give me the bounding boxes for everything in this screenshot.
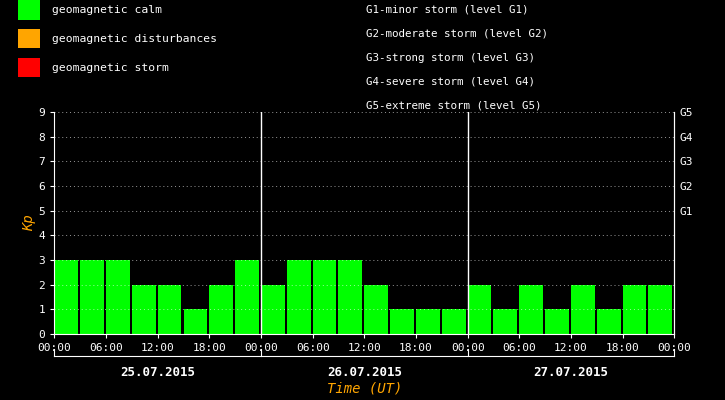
Text: G2-moderate storm (level G2): G2-moderate storm (level G2) <box>366 29 548 39</box>
Bar <box>494 309 517 334</box>
Bar <box>416 309 440 334</box>
Bar <box>312 260 336 334</box>
Text: geomagnetic storm: geomagnetic storm <box>52 63 169 73</box>
Bar <box>210 285 233 334</box>
Y-axis label: Kp: Kp <box>22 215 36 231</box>
Bar <box>519 285 543 334</box>
Text: G1-minor storm (level G1): G1-minor storm (level G1) <box>366 5 529 15</box>
Text: Time (UT): Time (UT) <box>327 381 402 395</box>
Text: G4-severe storm (level G4): G4-severe storm (level G4) <box>366 77 535 87</box>
Bar <box>157 285 181 334</box>
Bar <box>80 260 104 334</box>
Text: geomagnetic calm: geomagnetic calm <box>52 5 162 15</box>
Bar <box>571 285 594 334</box>
Bar <box>545 309 569 334</box>
Text: G3-strong storm (level G3): G3-strong storm (level G3) <box>366 53 535 63</box>
Bar <box>261 285 285 334</box>
Bar <box>183 309 207 334</box>
Bar <box>442 309 465 334</box>
Bar <box>648 285 672 334</box>
Text: 25.07.2015: 25.07.2015 <box>120 366 195 379</box>
Bar <box>54 260 78 334</box>
Bar <box>287 260 310 334</box>
Text: G5-extreme storm (level G5): G5-extreme storm (level G5) <box>366 101 542 111</box>
Bar <box>339 260 362 334</box>
Text: 26.07.2015: 26.07.2015 <box>327 366 402 379</box>
Bar <box>597 309 621 334</box>
Bar <box>623 285 647 334</box>
Bar <box>132 285 156 334</box>
Text: 27.07.2015: 27.07.2015 <box>534 366 608 379</box>
Bar <box>106 260 130 334</box>
Bar <box>390 309 414 334</box>
Bar <box>235 260 259 334</box>
Text: geomagnetic disturbances: geomagnetic disturbances <box>52 34 217 44</box>
Bar <box>364 285 388 334</box>
Bar <box>468 285 492 334</box>
